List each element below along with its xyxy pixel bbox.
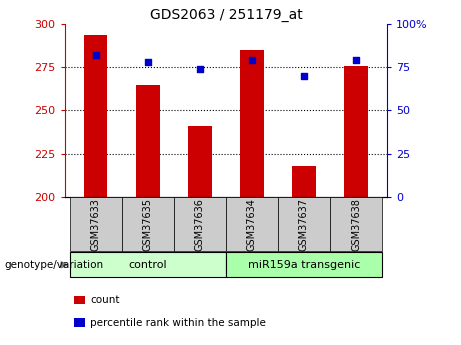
Text: count: count <box>90 295 119 305</box>
Text: GSM37638: GSM37638 <box>351 198 361 251</box>
FancyBboxPatch shape <box>226 197 278 251</box>
FancyBboxPatch shape <box>174 197 226 251</box>
Bar <box>136 85 160 197</box>
FancyBboxPatch shape <box>330 197 382 251</box>
Text: percentile rank within the sample: percentile rank within the sample <box>90 318 266 327</box>
Bar <box>84 34 107 197</box>
Bar <box>188 126 212 197</box>
Text: GSM37633: GSM37633 <box>91 198 101 251</box>
Text: miR159a transgenic: miR159a transgenic <box>248 260 360 270</box>
Point <box>196 66 204 72</box>
Text: GSM37634: GSM37634 <box>247 198 257 251</box>
FancyBboxPatch shape <box>70 253 226 277</box>
Text: control: control <box>129 260 167 270</box>
FancyBboxPatch shape <box>278 197 330 251</box>
Point <box>352 58 360 63</box>
Text: GSM37636: GSM37636 <box>195 198 205 251</box>
Point <box>248 58 255 63</box>
FancyBboxPatch shape <box>122 197 174 251</box>
Text: GSM37637: GSM37637 <box>299 198 309 251</box>
Text: genotype/variation: genotype/variation <box>5 260 104 270</box>
Text: GSM37635: GSM37635 <box>143 198 153 251</box>
Point <box>144 59 152 65</box>
Point <box>300 73 307 79</box>
Point <box>92 52 100 58</box>
Bar <box>240 50 264 197</box>
Bar <box>292 166 316 197</box>
FancyBboxPatch shape <box>70 197 122 251</box>
FancyBboxPatch shape <box>226 253 382 277</box>
Title: GDS2063 / 251179_at: GDS2063 / 251179_at <box>149 8 302 22</box>
Bar <box>344 66 368 197</box>
